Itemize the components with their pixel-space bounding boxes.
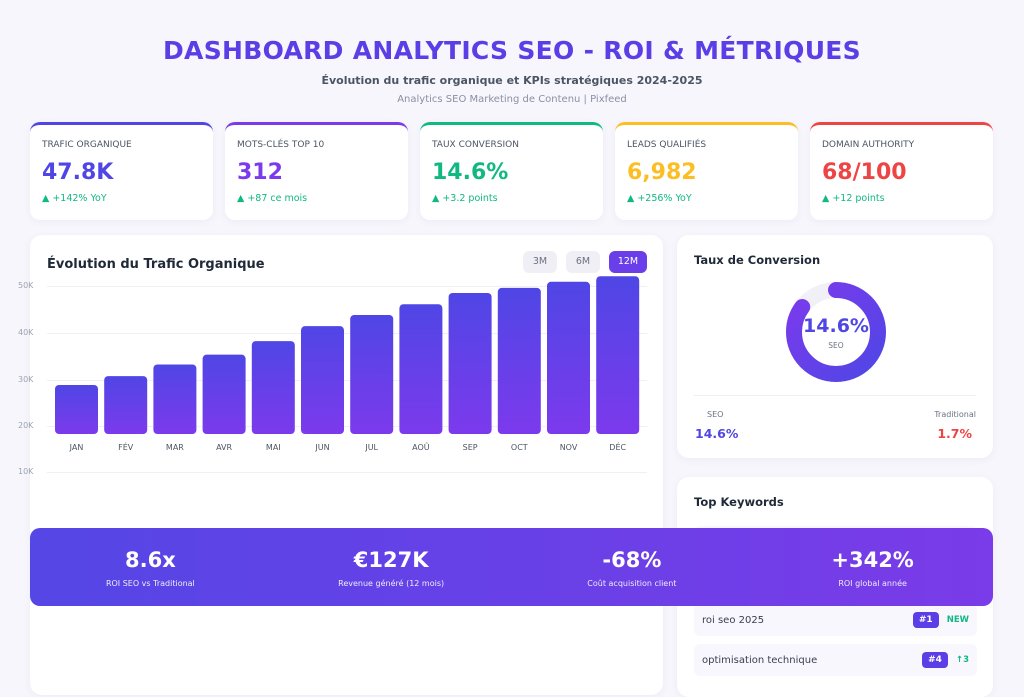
x-tick-label: NOV [559, 443, 578, 452]
x-tick-label: JUL [365, 443, 379, 452]
roi-item: 8.6x ROI SEO vs Traditional [30, 528, 271, 606]
x-tick-label: AOÛ [412, 443, 430, 452]
gridline [47, 426, 647, 427]
roi-value: 8.6x [125, 548, 176, 572]
y-tick-label: 50K [18, 281, 34, 290]
x-tick-label: JAN [69, 443, 84, 452]
roi-item: -68% Coût acquisition client [512, 528, 753, 606]
y-tick-label: 20K [18, 421, 34, 430]
keyword-text: roi seo 2025 [702, 614, 765, 626]
roi-item: +342% ROI global année [752, 528, 993, 606]
roi-value: +342% [831, 548, 914, 572]
gridline [47, 286, 647, 287]
kpi-change: ▲ +3.2 points [432, 193, 498, 204]
x-tick-label: OCT [510, 443, 528, 452]
kpi-value: 47.8K [42, 160, 114, 185]
trend-badge: ↑3 [955, 655, 969, 665]
traffic-chart-title: Évolution du Trafic Organique [47, 257, 265, 272]
roi-item: €127K Revenue généré (12 mois) [271, 528, 512, 606]
seo-value: 14.6% [695, 426, 739, 441]
y-tick-label: 10K [18, 467, 34, 476]
donut-center-value: 14.6% [803, 315, 869, 337]
kpi-card: TRAFIC ORGANIQUE 47.8K ▲ +142% YoY [30, 122, 213, 220]
rank-badge: #1 [912, 612, 939, 628]
seo-label: SEO [707, 410, 724, 419]
x-tick-label: SEP [462, 443, 478, 452]
kpi-change: ▲ +87 ce mois [237, 193, 308, 204]
kpi-value: 14.6% [432, 160, 509, 185]
x-tick-label: MAR [165, 443, 184, 452]
keyword-text: optimisation technique [702, 654, 818, 666]
conversion-title: Taux de Conversion [694, 253, 821, 267]
roi-label: Revenue généré (12 mois) [338, 579, 445, 588]
rank-badge: #4 [922, 652, 948, 668]
kpi-card: MOTS-CLÉS TOP 10 312 ▲ +87 ce mois [225, 122, 408, 220]
kpi-label: TRAFIC ORGANIQUE [42, 140, 132, 150]
roi-label: ROI global année [838, 579, 907, 588]
kpi-card: TAUX CONVERSION 14.6% ▲ +3.2 points [420, 122, 603, 220]
kpi-label: LEADS QUALIFIÉS [627, 140, 707, 150]
range-3m-button[interactable]: 3M [523, 251, 557, 273]
traditional-label: Traditional [934, 410, 976, 419]
y-tick-label: 30K [18, 375, 34, 384]
kpi-card: LEADS QUALIFIÉS 6,982 ▲ +256% YoY [615, 122, 798, 220]
traffic-chart-card: Évolution du Trafic Organique 3M 6M 12M [30, 235, 663, 695]
x-tick-label: FÉV [118, 443, 134, 452]
kpi-value: 312 [237, 160, 283, 185]
conversion-card: Taux de Conversion 14.6% SEO SEO 14.6% T… [677, 235, 993, 458]
kpi-change: ▲ +256% YoY [627, 193, 692, 204]
gridline [47, 472, 647, 473]
donut-center-label: SEO [828, 341, 844, 350]
roi-label: Coût acquisition client [587, 579, 677, 588]
roi-banner: 8.6x ROI SEO vs Traditional €127K Revenue … [30, 528, 993, 606]
kpi-value: 68/100 [822, 160, 907, 185]
kpi-value: 6,982 [627, 160, 697, 185]
divider [694, 395, 976, 396]
kpi-label: DOMAIN AUTHORITY [822, 140, 915, 150]
kpi-card: DOMAIN AUTHORITY 68/100 ▲ +12 points [810, 122, 993, 220]
gridline [47, 380, 647, 381]
y-tick-label: 40K [18, 328, 34, 337]
roi-value: -68% [602, 548, 662, 572]
gridline [47, 333, 647, 334]
x-tick-label: JUN [315, 443, 330, 452]
kpi-change: ▲ +142% YoY [42, 193, 107, 204]
x-tick-label: MAI [265, 443, 281, 452]
page-title: DASHBOARD ANALYTICS SEO - ROI & MÉTRIQUE… [163, 36, 861, 65]
range-6m-button[interactable]: 6M [566, 251, 600, 273]
kpi-label: MOTS-CLÉS TOP 10 [237, 140, 325, 150]
x-tick-label: AVR [216, 443, 233, 452]
conversion-donut [786, 282, 886, 382]
range-12m-button[interactable]: 12M [609, 251, 647, 273]
keyword-item[interactable]: roi seo 2025 #1 NEW [694, 604, 977, 636]
trend-badge: NEW [946, 615, 969, 625]
x-tick-label: DÉC [609, 443, 627, 452]
kpi-change: ▲ +12 points [822, 193, 885, 204]
kpi-label: TAUX CONVERSION [432, 140, 519, 150]
page-subtitle: Évolution du trafic organique et KPIs st… [321, 74, 703, 87]
keyword-item[interactable]: optimisation technique #4 ↑3 [694, 644, 977, 676]
keywords-title: Top Keywords [694, 495, 784, 509]
roi-label: ROI SEO vs Traditional [105, 579, 195, 588]
roi-value: €127K [353, 548, 429, 572]
traditional-value: 1.7% [937, 426, 972, 441]
page-source: Analytics SEO Marketing de Contenu | Pix… [397, 94, 627, 105]
